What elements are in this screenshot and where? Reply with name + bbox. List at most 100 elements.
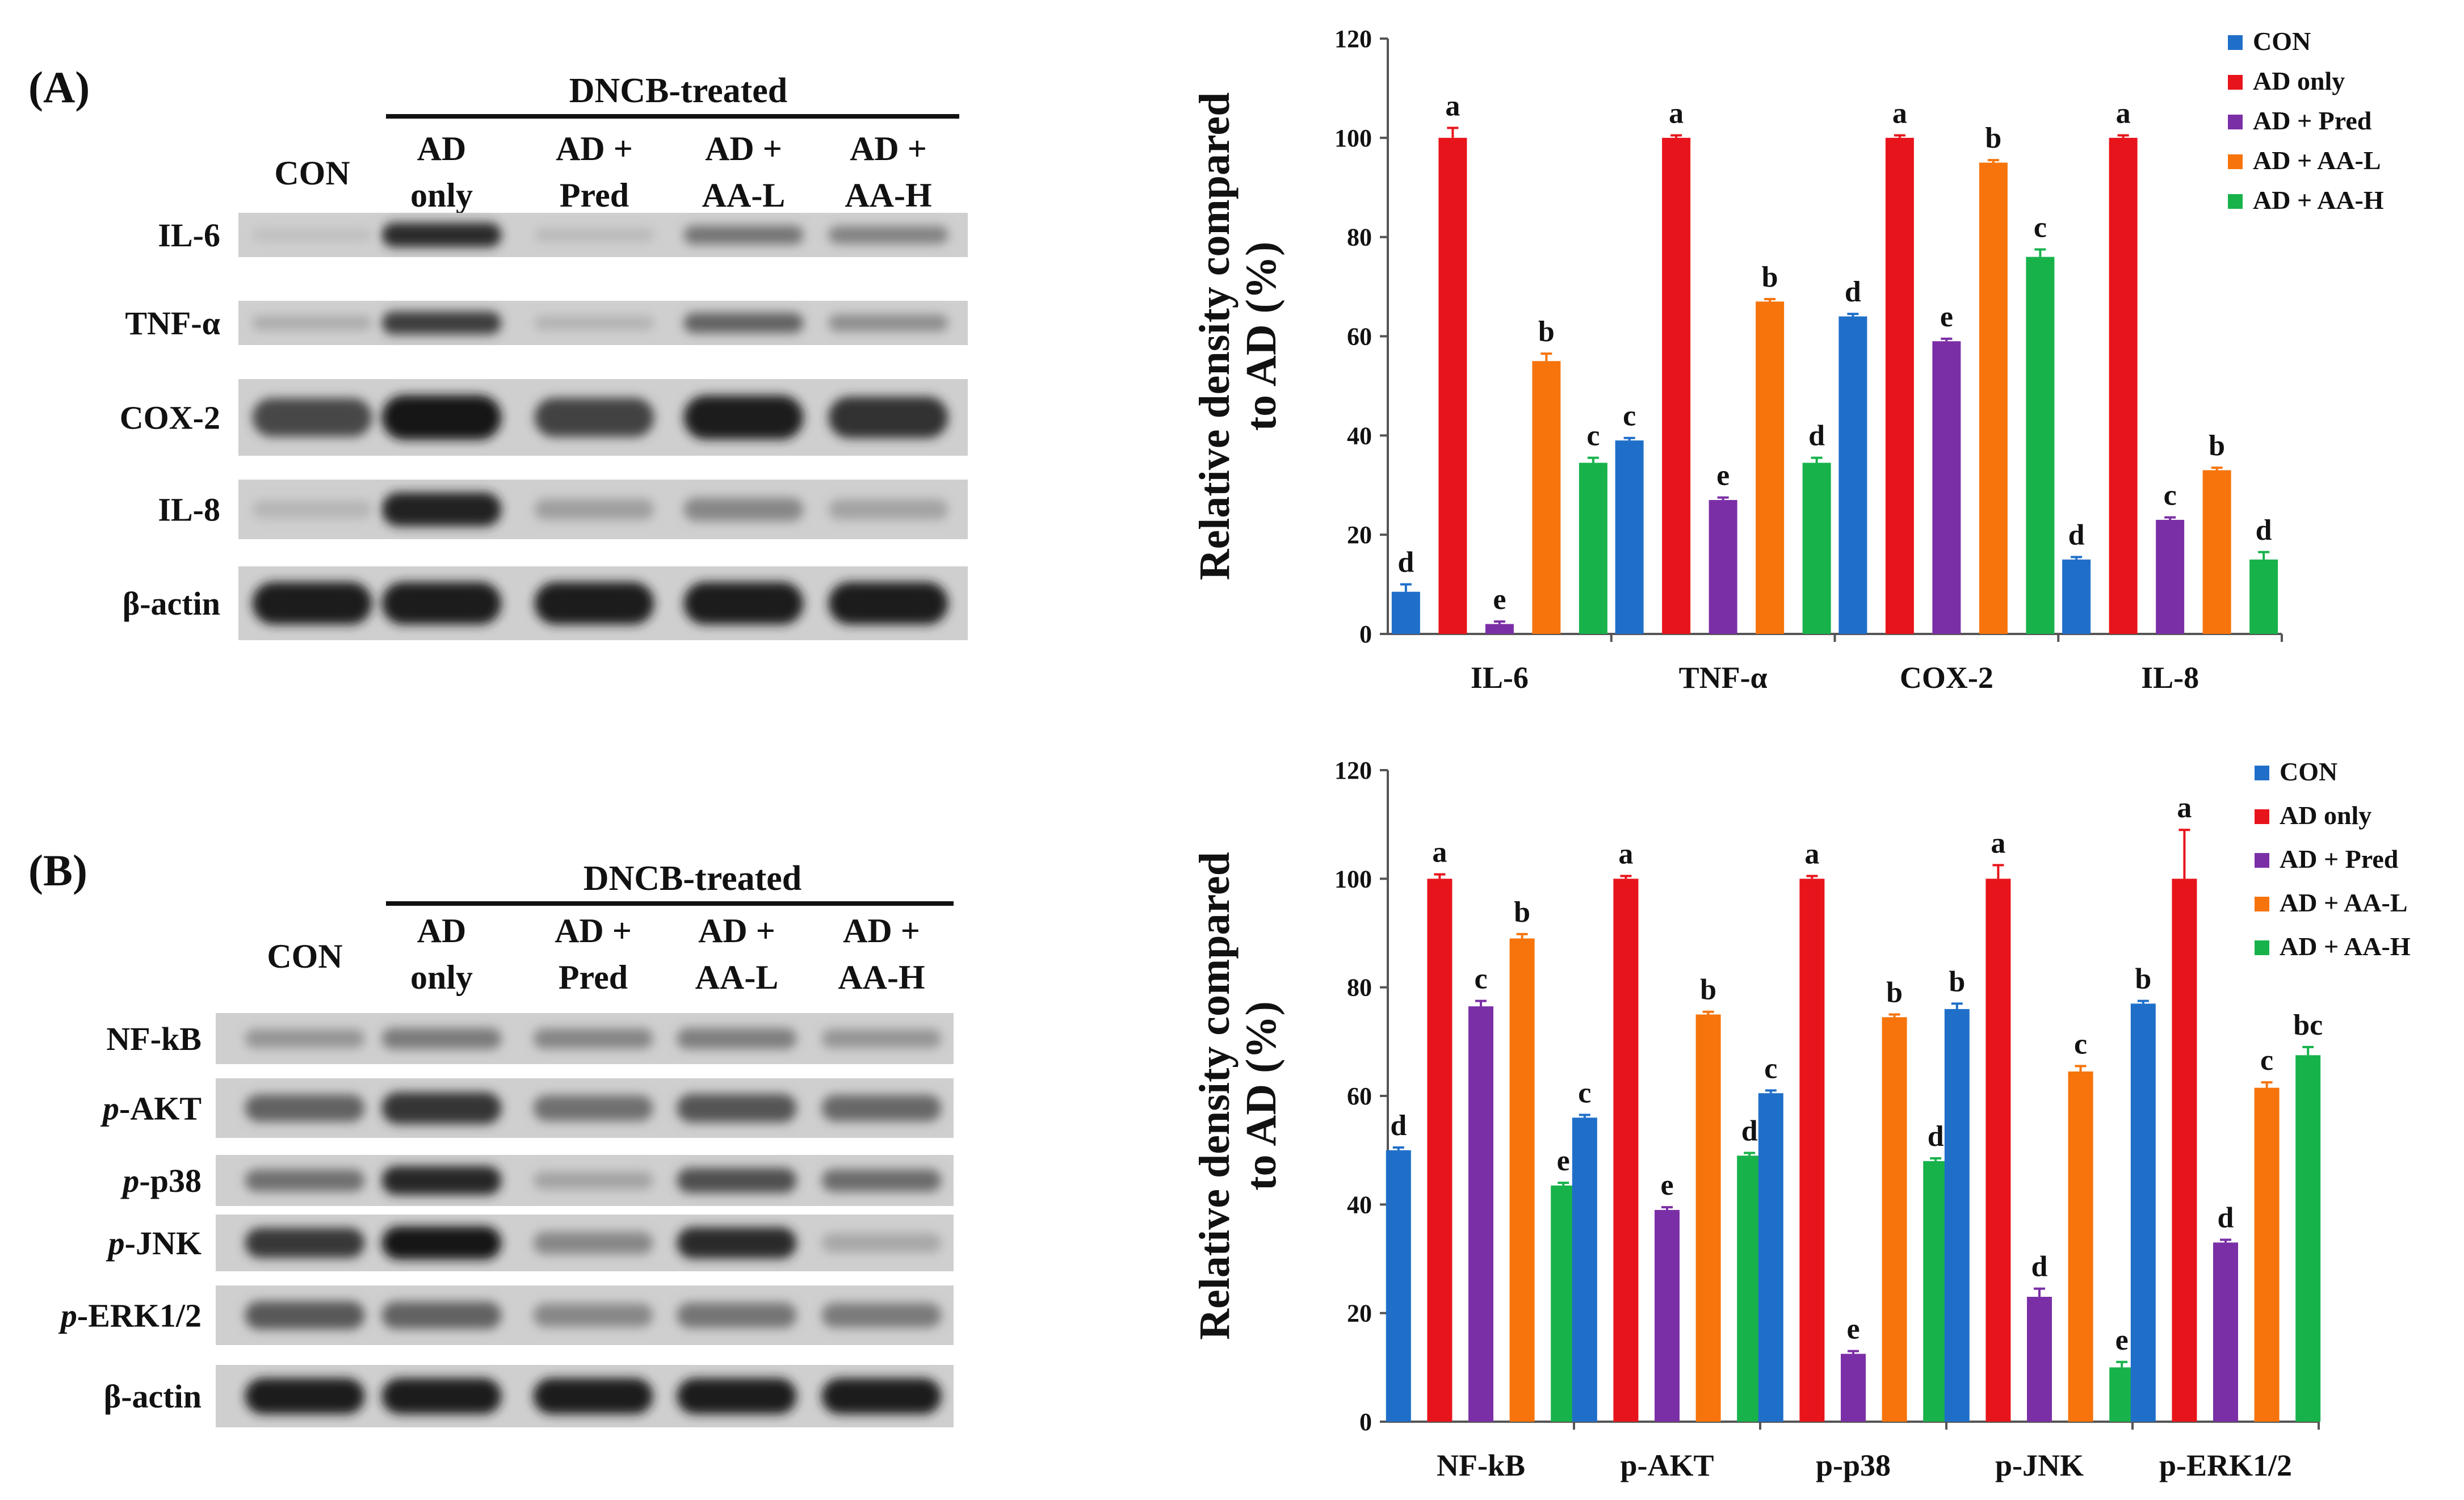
bar xyxy=(1802,463,1831,634)
y-tick-label: 40 xyxy=(1347,422,1372,449)
blot-band xyxy=(683,395,804,440)
blot-band xyxy=(821,1095,942,1121)
lane-label-line: CON xyxy=(274,154,350,192)
blot-band xyxy=(381,1226,502,1260)
legend-label: AD + AA-H xyxy=(2253,186,2384,215)
bar xyxy=(2109,1367,2135,1422)
y-axis-label-line: Relative density compared xyxy=(1191,93,1239,581)
significance-letter: e xyxy=(1493,583,1506,616)
blot-band xyxy=(533,1171,653,1190)
blot-band xyxy=(683,313,804,333)
blot-row-label: TNF-α xyxy=(125,305,220,342)
blot-band xyxy=(381,1378,502,1414)
lane-label: AD only xyxy=(410,912,473,996)
bar-chart-a: 0 20 40 60 80 100 120 Relative density compared… xyxy=(1191,25,2384,695)
significance-letter: b xyxy=(2209,430,2225,462)
blot-band xyxy=(245,1228,365,1258)
blot-band xyxy=(245,1169,365,1192)
lane-label-line: AD + xyxy=(705,130,782,167)
x-category-label: IL-6 xyxy=(1471,661,1529,695)
blot-row-label-name: -ERK1/2 xyxy=(77,1297,202,1334)
significance-letter: c xyxy=(1474,963,1487,995)
significance-letter: a xyxy=(2116,97,2131,129)
significance-letter: d xyxy=(1928,1120,1944,1153)
blot-band xyxy=(534,499,654,520)
lane-label-line: AD + xyxy=(698,912,775,949)
blot-band xyxy=(534,582,654,625)
blot-row-label-name: -AKT xyxy=(119,1090,202,1127)
blot-band xyxy=(821,1378,942,1414)
blot-band xyxy=(252,582,372,625)
y-tick-label: 20 xyxy=(1347,521,1372,549)
bar xyxy=(1386,1150,1411,1422)
blot-row-label-prefix: p xyxy=(106,1225,125,1262)
y-tick-label: 60 xyxy=(1347,1082,1372,1110)
y-tick-label: 120 xyxy=(1334,25,1372,53)
lane-label: AD + AA-L xyxy=(695,912,779,996)
significance-letter: d xyxy=(1390,1110,1407,1142)
legend-label: AD + Pred xyxy=(2280,844,2399,873)
lane-label: CON xyxy=(274,154,350,192)
bar xyxy=(1882,1017,1907,1422)
legend-label: AD + AA-L xyxy=(2280,888,2408,917)
blot-panel-b: (B) DNCB-treated CON AD only AD + Pred AD + AA… xyxy=(28,846,954,1427)
blot-band xyxy=(245,1094,365,1122)
blot-band xyxy=(828,582,948,625)
bar xyxy=(2062,559,2091,634)
y-tick-label: 120 xyxy=(1334,757,1372,784)
lane-label: AD + Pred xyxy=(555,912,632,996)
lane-label-line: AD xyxy=(417,912,467,949)
bar xyxy=(1923,1161,1949,1422)
legend-label: AD only xyxy=(2280,801,2371,830)
lane-label-line: AA-H xyxy=(838,959,925,996)
legend-swatch xyxy=(2255,853,2269,868)
legend-swatch xyxy=(2228,154,2243,169)
significance-letter: c xyxy=(1623,400,1636,432)
blot-row-label-name: -p38 xyxy=(139,1162,202,1199)
blot-row-label-prefix: p xyxy=(120,1162,139,1199)
significance-letter: a xyxy=(2177,792,2192,824)
blot-band xyxy=(381,1301,502,1329)
blot-row-label: p-JNK xyxy=(106,1225,202,1262)
lane-label: CON xyxy=(267,938,342,975)
blot-band xyxy=(381,311,502,335)
x-category-label: TNF-α xyxy=(1679,661,1768,695)
bar xyxy=(2130,1003,2156,1422)
blot-row-label-name: IL-6 xyxy=(158,217,220,254)
legend-swatch xyxy=(2255,940,2269,955)
y-tick-label: 100 xyxy=(1334,124,1372,152)
blot-band xyxy=(821,1029,942,1048)
x-category-label: IL-8 xyxy=(2141,661,2199,695)
bar-chart-b: 0 20 40 60 80 100 120 Relative density compared… xyxy=(1191,757,2411,1482)
bar xyxy=(2213,1242,2238,1422)
y-tick-label: 80 xyxy=(1347,224,1372,251)
significance-letter: d xyxy=(2256,514,2272,547)
lane-label-line: AD + xyxy=(843,912,920,949)
bar xyxy=(2026,257,2055,635)
blot-band xyxy=(828,226,948,244)
panel-b-letter: (B) xyxy=(28,846,87,895)
bar xyxy=(1438,137,1467,635)
blot-row-label: IL-6 xyxy=(158,217,220,254)
significance-letter: b xyxy=(1762,261,1778,293)
x-category-label: NF-kB xyxy=(1437,1448,1525,1482)
blot-bands xyxy=(245,1166,942,1195)
bar xyxy=(2156,519,2185,634)
significance-letter: b xyxy=(1985,122,2001,154)
blot-band xyxy=(245,1301,365,1330)
significance-letter: a xyxy=(1669,97,1684,129)
blot-band xyxy=(534,228,654,242)
significance-letter: d xyxy=(1808,420,1825,452)
blot-band xyxy=(677,1028,797,1049)
bar xyxy=(1551,1185,1576,1422)
significance-letter: c xyxy=(1578,1077,1591,1109)
x-category-label: p-JNK xyxy=(1995,1448,2084,1482)
blot-band xyxy=(828,314,948,331)
blot-band xyxy=(252,316,372,330)
blot-band xyxy=(533,1028,653,1049)
legend-label: CON xyxy=(2280,757,2337,786)
blot-bands xyxy=(245,1301,942,1330)
blot-band xyxy=(534,316,654,330)
legend-swatch xyxy=(2228,194,2243,209)
